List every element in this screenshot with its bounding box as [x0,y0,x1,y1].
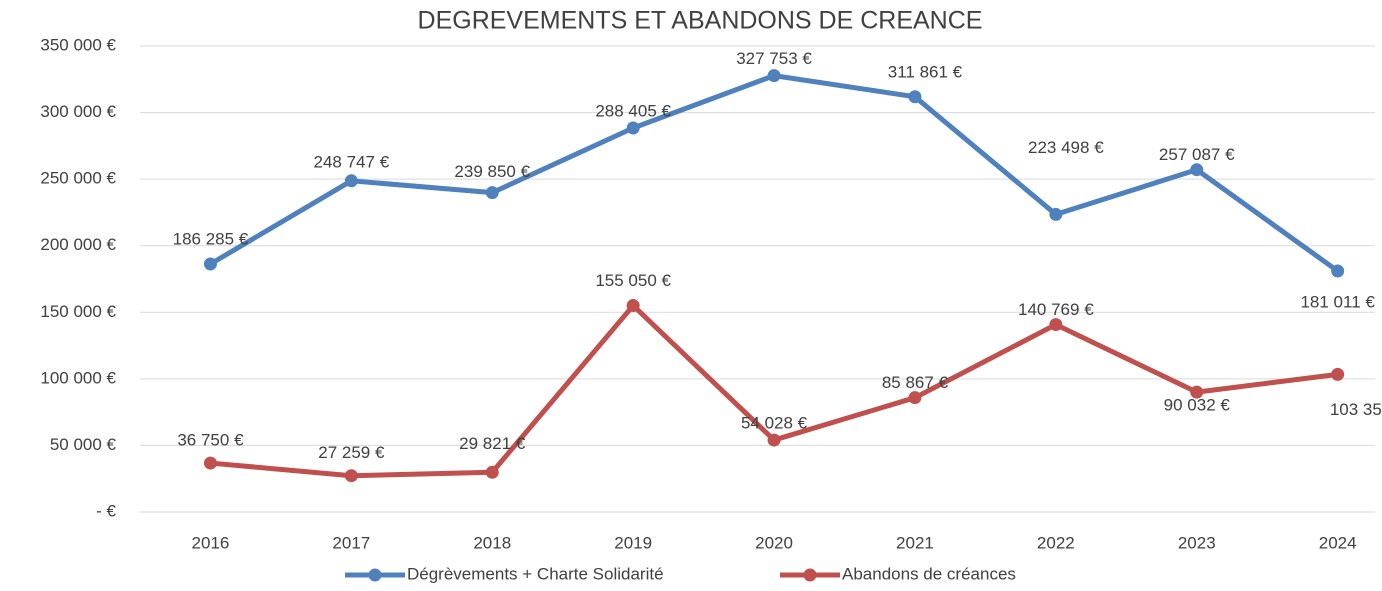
data-point [1331,367,1345,381]
data-label: 327 753 € [736,49,812,68]
legend-marker [803,568,817,582]
data-label: 155 050 € [595,271,671,290]
legend-label: Abandons de créances [842,564,1016,583]
data-label: 103 354 € [1330,400,1382,419]
data-point [1190,385,1204,399]
data-label: 239 850 € [454,162,530,181]
x-tick-label: 2018 [473,533,511,552]
data-label: 257 087 € [1159,145,1235,164]
y-tick-label: 350 000 € [40,35,116,54]
data-label: 29 821 € [459,434,526,453]
data-label: 181 011 € [1300,292,1375,311]
y-tick-label: 100 000 € [40,368,116,387]
data-point [1049,207,1063,221]
y-tick-label: 300 000 € [40,102,116,121]
x-tick-label: 2016 [192,533,230,552]
data-label: 90 032 € [1164,396,1231,415]
data-point [767,433,781,447]
x-tick-label: 2019 [614,533,652,552]
x-tick-label: 2017 [332,533,370,552]
data-label: 288 405 € [595,101,671,120]
data-label: 36 750 € [177,431,244,450]
data-point [1049,318,1063,332]
x-tick-label: 2024 [1319,533,1357,552]
data-point [1190,163,1204,177]
data-point [485,186,499,200]
data-point [908,391,922,405]
data-point [767,69,781,83]
y-tick-label: 150 000 € [40,302,116,321]
legend-label: Dégrèvements + Charte Solidarité [407,564,664,583]
data-point [344,174,358,188]
legend-marker [368,568,382,582]
x-tick-label: 2021 [896,533,934,552]
x-tick-label: 2020 [755,533,793,552]
y-tick-label: 200 000 € [40,235,116,254]
data-point [203,456,217,470]
data-label: 186 285 € [173,229,249,248]
data-point [485,465,499,479]
y-tick-label: - € [96,501,116,520]
data-label: 248 747 € [314,152,390,171]
data-label: 223 498 € [1028,138,1104,157]
data-label: 54 028 € [741,414,808,433]
data-point [626,299,640,313]
x-tick-label: 2022 [1037,533,1075,552]
data-label: 311 861 € [888,62,963,81]
data-label: 140 769 € [1018,300,1094,319]
data-point [626,121,640,135]
data-point [203,257,217,271]
data-point [344,469,358,483]
y-tick-label: 250 000 € [40,169,116,188]
data-label: 85 867 € [882,373,949,392]
chart-title: DEGREVEMENTS ET ABANDONS DE CREANCE [418,7,983,35]
data-point [908,90,922,104]
x-tick-label: 2023 [1178,533,1216,552]
data-label: 27 259 € [318,443,385,462]
series-line [209,73,1340,274]
y-tick-label: 50 000 € [50,435,117,454]
data-point [1331,264,1345,278]
